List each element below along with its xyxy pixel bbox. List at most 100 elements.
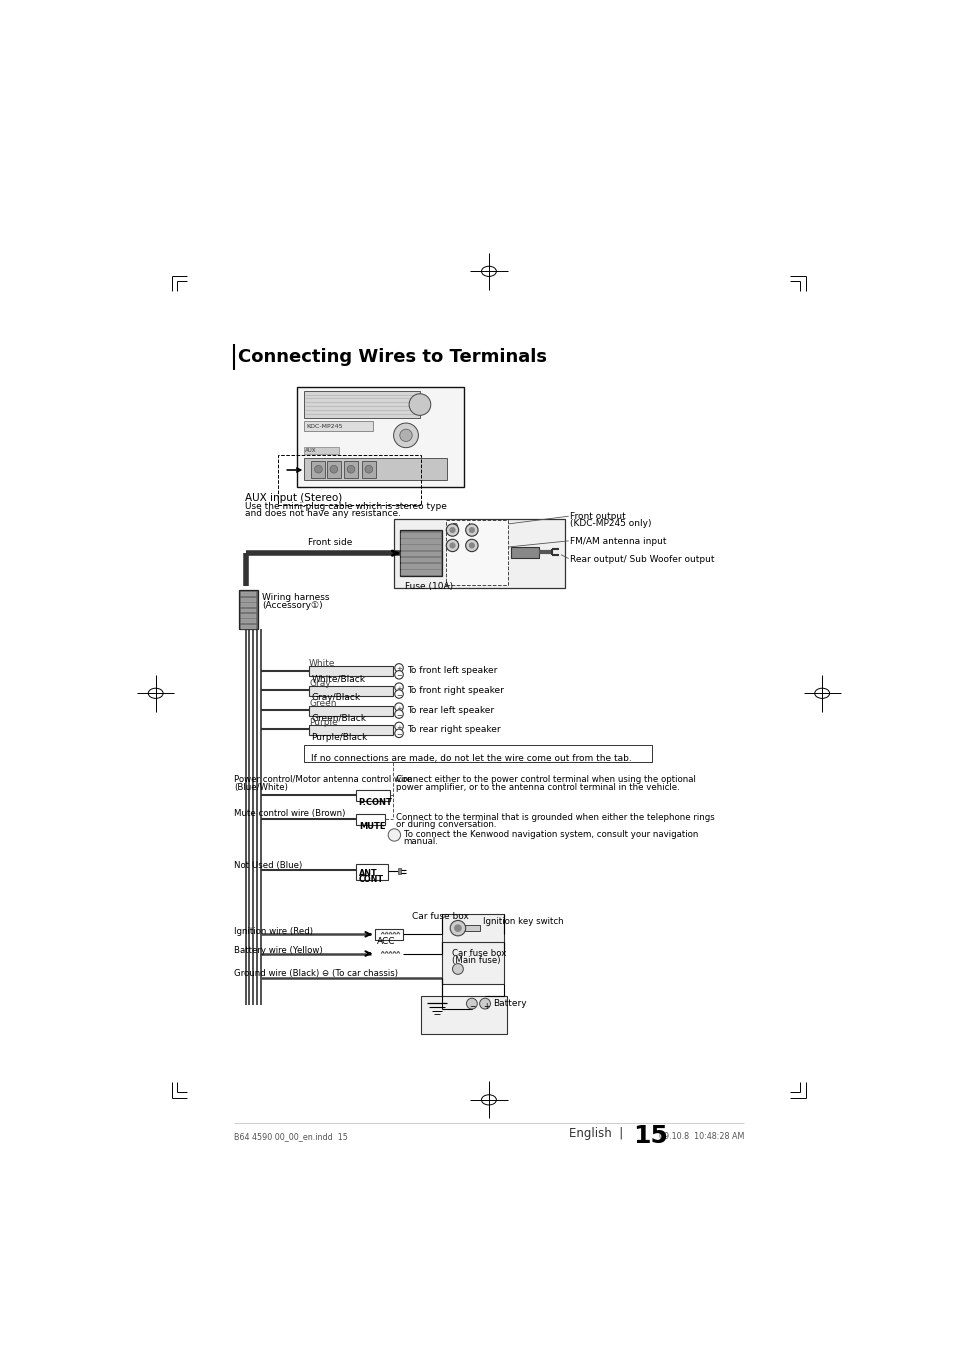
Circle shape	[452, 964, 463, 975]
Circle shape	[314, 466, 322, 472]
Text: L: L	[468, 524, 473, 533]
Bar	[311, 460, 325, 478]
Text: Fuse (10A): Fuse (10A)	[405, 582, 453, 591]
Text: Gray/Black: Gray/Black	[311, 694, 360, 702]
Text: Battery wire (Yellow): Battery wire (Yellow)	[233, 946, 322, 954]
Text: Front side: Front side	[307, 537, 352, 547]
Text: (Blue/White): (Blue/White)	[233, 783, 288, 791]
Bar	[446, 520, 508, 585]
Text: Battery: Battery	[493, 999, 527, 1008]
Bar	[344, 460, 357, 478]
Bar	[241, 593, 256, 597]
Bar	[464, 925, 480, 932]
Bar	[241, 598, 256, 602]
Text: Car fuse box: Car fuse box	[452, 949, 506, 958]
Text: Green: Green	[309, 699, 336, 707]
Text: AUX input (Stereo): AUX input (Stereo)	[245, 493, 342, 504]
Bar	[375, 929, 402, 940]
Text: Connect to the terminal that is grounded when either the telephone rings: Connect to the terminal that is grounded…	[395, 813, 714, 822]
Text: Rear output/ Sub Woofer output: Rear output/ Sub Woofer output	[570, 555, 714, 564]
Text: Mute control wire (Brown): Mute control wire (Brown)	[233, 809, 345, 818]
Bar	[303, 447, 338, 454]
Text: +: +	[396, 667, 402, 672]
Circle shape	[465, 524, 477, 536]
Text: (Accessory①): (Accessory①)	[261, 601, 322, 610]
Text: Ground wire (Black) ⊖ (To car chassis): Ground wire (Black) ⊖ (To car chassis)	[233, 969, 397, 977]
Text: B64 4590 00_00_en.indd  15: B64 4590 00_00_en.indd 15	[233, 1133, 348, 1141]
Bar	[401, 533, 440, 537]
Text: English  |: English |	[568, 1127, 630, 1139]
Circle shape	[388, 829, 400, 841]
Circle shape	[347, 466, 355, 472]
Bar	[355, 864, 388, 880]
Bar	[297, 387, 464, 487]
Bar	[241, 625, 256, 629]
Bar	[303, 745, 652, 761]
Text: CONT: CONT	[358, 875, 383, 884]
Bar	[399, 531, 442, 576]
Text: Not Used (Blue): Not Used (Blue)	[233, 861, 302, 871]
Circle shape	[450, 921, 465, 936]
Text: +: +	[396, 725, 402, 730]
Bar	[239, 590, 257, 629]
Bar	[401, 545, 440, 549]
Text: (KDC-MP245 only): (KDC-MP245 only)	[570, 520, 651, 528]
Bar	[309, 725, 393, 734]
Text: Ignition wire (Red): Ignition wire (Red)	[233, 926, 313, 936]
Bar	[303, 459, 447, 481]
Text: FM/AM antenna input: FM/AM antenna input	[570, 537, 666, 545]
Bar	[421, 996, 506, 1034]
Text: (Main fuse): (Main fuse)	[452, 956, 500, 965]
Text: Car fuse box: Car fuse box	[412, 913, 469, 921]
Text: +: +	[396, 686, 402, 691]
Bar	[401, 552, 440, 556]
Circle shape	[449, 543, 456, 548]
Bar	[401, 570, 440, 575]
Circle shape	[395, 710, 403, 718]
Circle shape	[395, 729, 403, 737]
Bar	[241, 620, 256, 624]
Bar	[309, 686, 393, 695]
Text: −: −	[396, 713, 402, 718]
Text: Connecting Wires to Terminals: Connecting Wires to Terminals	[237, 348, 546, 366]
Bar	[309, 706, 393, 716]
Text: Wiring harness: Wiring harness	[261, 593, 329, 602]
Circle shape	[449, 526, 456, 533]
Text: Use the mini-plug cable which is stereo type: Use the mini-plug cable which is stereo …	[245, 502, 446, 510]
Bar	[241, 603, 256, 608]
Text: AUX: AUX	[304, 448, 315, 452]
Bar	[441, 914, 503, 957]
Text: −: −	[468, 1002, 475, 1011]
Circle shape	[330, 466, 337, 472]
Text: power amplifier, or to the antenna control terminal in the vehicle.: power amplifier, or to the antenna contr…	[395, 783, 679, 791]
Bar	[355, 814, 385, 825]
Bar	[327, 460, 340, 478]
Circle shape	[395, 703, 403, 711]
Bar	[355, 790, 390, 801]
Text: 15: 15	[633, 1123, 667, 1148]
Bar	[401, 558, 440, 563]
Circle shape	[479, 998, 490, 1008]
Bar	[441, 942, 503, 984]
Bar	[361, 460, 375, 478]
Text: ANT.: ANT.	[358, 869, 379, 878]
Text: MUTE: MUTE	[359, 822, 386, 830]
Text: Purple/Black: Purple/Black	[311, 733, 367, 741]
Text: or during conversation.: or during conversation.	[395, 821, 496, 829]
Circle shape	[468, 526, 475, 533]
Circle shape	[409, 394, 431, 416]
Text: +: +	[396, 706, 402, 711]
Text: Power control/Motor antenna control wire: Power control/Motor antenna control wire	[233, 775, 412, 784]
Circle shape	[399, 429, 412, 441]
Bar	[394, 518, 564, 587]
Circle shape	[466, 998, 476, 1008]
Text: −: −	[396, 732, 402, 738]
Circle shape	[465, 539, 477, 552]
Bar	[401, 539, 440, 544]
Bar	[401, 564, 440, 568]
Bar	[309, 667, 393, 676]
Text: +: +	[482, 1002, 489, 1011]
Circle shape	[454, 925, 461, 932]
Text: Gray: Gray	[309, 679, 331, 687]
Circle shape	[394, 423, 418, 448]
